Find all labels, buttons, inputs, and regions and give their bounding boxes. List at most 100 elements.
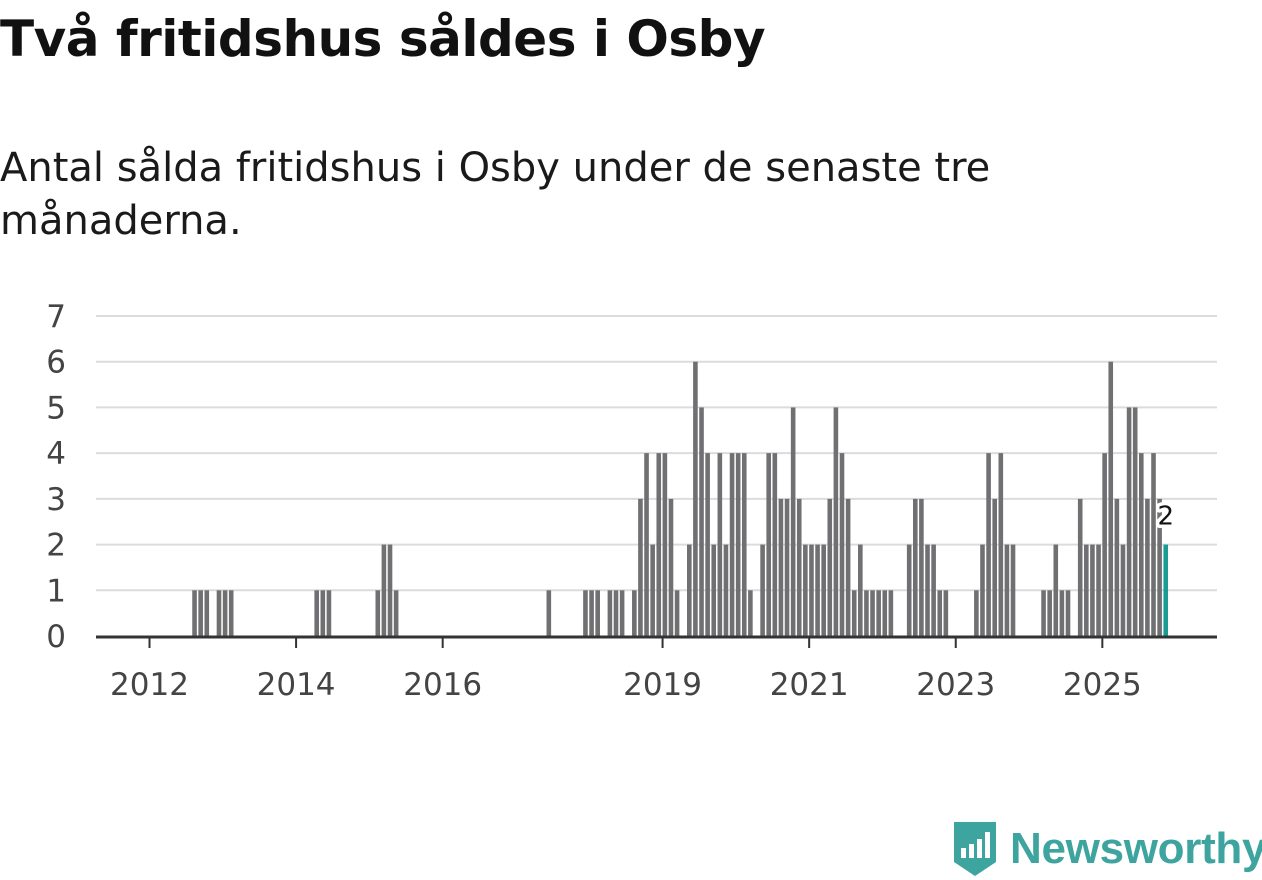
bar: [644, 453, 649, 636]
bar: [326, 590, 332, 636]
bar: [1010, 544, 1016, 636]
y-tick-label: 3: [46, 482, 66, 518]
bar: [931, 544, 936, 636]
bar: [766, 453, 771, 636]
bar: [393, 590, 399, 636]
bar: [693, 361, 698, 636]
bar: [1145, 498, 1150, 636]
bar: [613, 590, 619, 636]
bar: [729, 453, 735, 636]
bar: [1084, 544, 1089, 636]
bar: [858, 544, 863, 636]
bar: [546, 590, 552, 636]
bars: [192, 361, 1169, 636]
bar: [1004, 544, 1010, 636]
bar: [723, 544, 729, 636]
y-tick-label: 6: [46, 345, 66, 381]
bar: [992, 498, 997, 636]
bar: [1132, 407, 1138, 636]
bar: [796, 498, 802, 636]
bar: [320, 590, 326, 636]
bar: [650, 544, 655, 636]
bar: [387, 544, 393, 636]
bar: [735, 453, 741, 636]
bar: [888, 590, 894, 636]
bar: [192, 590, 197, 636]
bar: [821, 544, 826, 636]
bar: [882, 590, 888, 636]
chart-subtitle: Antal sålda fritidshus i Osby under de s…: [0, 145, 991, 244]
bar: [1065, 590, 1071, 636]
bar: [864, 590, 869, 636]
bar: [778, 498, 784, 636]
bar: [705, 453, 710, 636]
x-tick-label: 2012: [110, 667, 189, 703]
bar: [1047, 590, 1052, 636]
data-labels: 22: [1154, 498, 1178, 535]
bar: [314, 590, 320, 636]
bar: [870, 590, 875, 636]
bar: [632, 590, 637, 636]
bar: [1090, 544, 1095, 636]
bar: [638, 498, 643, 636]
bar: [845, 498, 851, 636]
bar: [699, 407, 704, 636]
bar: [851, 590, 857, 636]
bar: [815, 544, 820, 636]
bar: [619, 590, 625, 636]
bar: [222, 590, 228, 636]
x-tick-label: 2025: [1063, 667, 1142, 703]
bar: [748, 590, 753, 636]
x-tick-label: 2021: [770, 667, 849, 703]
bar: [913, 498, 918, 636]
data-label: 2: [1157, 502, 1174, 532]
data-label-halo: 2: [1157, 502, 1174, 532]
bar: [674, 590, 680, 636]
bar: [980, 544, 985, 636]
bar: [375, 590, 381, 636]
bar: [741, 453, 747, 636]
chart-title: Två fritidshus såldes i Osby: [0, 10, 766, 68]
bar: [711, 544, 717, 636]
bar: [204, 590, 210, 636]
bar: [216, 590, 222, 636]
bar: [827, 498, 833, 636]
bar: [1120, 544, 1126, 636]
bar: [1096, 544, 1101, 636]
x-tick-label: 2019: [623, 667, 702, 703]
bar: [595, 590, 600, 636]
bar: [833, 407, 839, 636]
bar: [228, 590, 234, 636]
bar: [1041, 590, 1046, 636]
bar: [656, 453, 662, 636]
bar: [906, 544, 912, 636]
y-tick-label: 0: [46, 619, 66, 655]
bar: [589, 590, 594, 636]
axes: 0 1 2 3 4 5 6 7 2012 2014 2016 2019 2021 2023 2025: [46, 299, 1217, 703]
bar: [839, 453, 845, 636]
bar: [1151, 453, 1156, 636]
bar: [381, 544, 387, 636]
bar: [1059, 590, 1065, 636]
bar: [784, 498, 790, 636]
bar: [668, 498, 674, 636]
bar: [998, 453, 1004, 636]
bar: [986, 453, 991, 636]
bar: [1126, 407, 1132, 636]
newsworthy-logo-icon: [954, 822, 996, 876]
x-tick-label: 2016: [403, 667, 482, 703]
bar: [925, 544, 930, 636]
bar: [974, 590, 979, 636]
bar-highlight: [1163, 544, 1169, 636]
bar: [809, 544, 814, 636]
y-tick-label: 1: [46, 573, 66, 609]
bar: [1102, 453, 1107, 636]
bar: [1157, 498, 1162, 636]
bar: [1053, 544, 1059, 636]
bar: [919, 498, 924, 636]
bar: [876, 590, 881, 636]
bar: [1108, 361, 1114, 636]
bar: [772, 453, 778, 636]
bar: [717, 453, 723, 636]
bar: [662, 453, 668, 636]
